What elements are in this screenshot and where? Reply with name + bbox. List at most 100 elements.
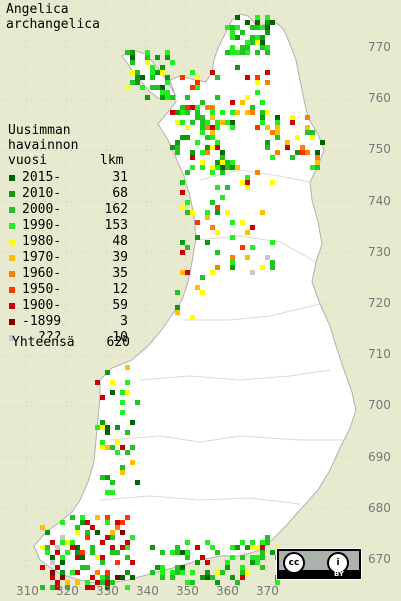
legend-year-label: 2000- [22, 202, 62, 217]
observation-square [175, 570, 180, 575]
y-tick-label: 730 [368, 244, 391, 259]
observation-square [175, 150, 180, 155]
observation-square [210, 70, 215, 75]
legend-year-label: 1960- [22, 266, 62, 281]
observation-square [215, 210, 220, 215]
observation-square [195, 105, 200, 110]
observation-square [160, 90, 165, 95]
x-tick-label: 340 [136, 584, 159, 598]
observation-square [250, 35, 255, 40]
observation-square [205, 540, 210, 545]
observation-square [205, 215, 210, 220]
observation-square [50, 570, 55, 575]
observation-square [195, 110, 200, 115]
creative-commons-icon: cc [283, 552, 305, 574]
legend-row: 1970- 39 [8, 250, 133, 266]
observation-square [240, 570, 245, 575]
observation-square [75, 555, 80, 560]
observation-square [215, 125, 220, 130]
observation-square [235, 50, 240, 55]
observation-square [110, 545, 115, 550]
observation-square [175, 110, 180, 115]
observation-square [210, 270, 215, 275]
observation-square [230, 35, 235, 40]
observation-square [60, 540, 65, 545]
legend-swatch [9, 255, 15, 261]
observation-square [210, 110, 215, 115]
observation-square [100, 420, 105, 425]
observation-square [100, 540, 105, 545]
observation-square [220, 170, 225, 175]
observation-square [90, 525, 95, 530]
observation-square [245, 175, 250, 180]
observation-square [245, 180, 250, 185]
observation-square [225, 210, 230, 215]
observation-square [225, 165, 230, 170]
legend-count: 68 [112, 186, 128, 201]
observation-square [275, 150, 280, 155]
legend-year-label: 2015- [22, 170, 62, 185]
observation-square [75, 530, 80, 535]
observation-square [160, 550, 165, 555]
observation-square [260, 545, 265, 550]
observation-square [215, 140, 220, 145]
observation-square [245, 45, 250, 50]
observation-square [85, 530, 90, 535]
observation-square [55, 580, 60, 585]
observation-square [245, 50, 250, 55]
observation-square [250, 225, 255, 230]
observation-square [70, 570, 75, 575]
observation-square [260, 210, 265, 215]
observation-square [120, 445, 125, 450]
observation-square [80, 520, 85, 525]
observation-square [100, 475, 105, 480]
observation-square [115, 450, 120, 455]
y-tick-label: 720 [368, 296, 391, 310]
observation-square [70, 545, 75, 550]
observation-square [315, 155, 320, 160]
observation-square [215, 580, 220, 585]
legend-swatch [9, 271, 15, 277]
year-legend: 2015- 31 2010- 68 2000- 162 1990- 153 1980- 48 197… [8, 170, 133, 346]
observation-square [310, 130, 315, 135]
observation-square [255, 40, 260, 45]
observation-square [110, 390, 115, 395]
observation-square [175, 550, 180, 555]
observation-square [125, 85, 130, 90]
x-tick-label: 310 [16, 584, 39, 598]
legend-year-label: 1950- [22, 282, 62, 297]
observation-square [240, 180, 245, 185]
observation-square [250, 105, 255, 110]
observation-square [170, 145, 175, 150]
observation-square [255, 75, 260, 80]
observation-square [180, 250, 185, 255]
observation-square [235, 580, 240, 585]
observation-square [95, 530, 100, 535]
y-tick-label: 700 [368, 398, 391, 413]
observation-square [40, 525, 45, 530]
observation-square [195, 140, 200, 145]
observation-square [145, 55, 150, 60]
observation-square [60, 520, 65, 525]
observation-square [160, 570, 165, 575]
observation-square [115, 525, 120, 530]
observation-square [120, 575, 125, 580]
y-tick-label: 750 [368, 142, 391, 157]
observation-square [165, 50, 170, 55]
observation-square [120, 390, 125, 395]
y-tick-label: 690 [368, 449, 391, 464]
observation-square [235, 110, 240, 115]
observation-square [245, 75, 250, 80]
observation-square [180, 190, 185, 195]
observation-square [160, 565, 165, 570]
cc-by-license-badge[interactable]: cc i BY [276, 548, 362, 580]
observation-square [185, 550, 190, 555]
observation-square [220, 150, 225, 155]
observation-square [130, 70, 135, 75]
observation-square [85, 520, 90, 525]
observation-square [200, 575, 205, 580]
observation-square [135, 400, 140, 405]
observation-square [125, 430, 130, 435]
observation-square [230, 575, 235, 580]
